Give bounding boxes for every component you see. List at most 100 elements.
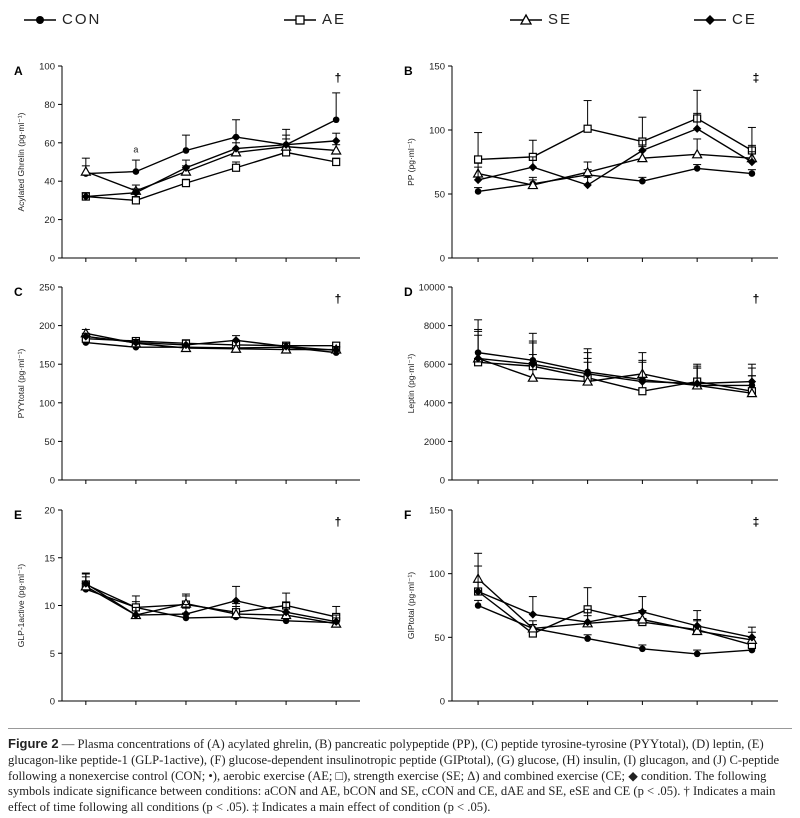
data-point [639,645,646,653]
data-point [80,165,92,176]
data-point [583,124,592,133]
filled-circle-icon [24,16,56,24]
y-axis-label: PP (pg·ml⁻¹) [406,138,416,186]
y-tick-label: 100 [429,569,445,580]
data-point [748,170,756,177]
panel-label: D [404,285,413,299]
data-point [693,650,701,658]
series-ce [81,573,341,626]
filled-diamond-icon [694,15,726,25]
y-tick-label: 20 [44,506,55,517]
data-point [332,157,341,167]
y-tick-label: 5 [50,649,55,660]
y-tick-label: 0 [50,476,55,487]
data-point [528,360,538,369]
data-point [747,377,757,386]
data-point [528,162,538,172]
series-line [477,590,753,639]
panel-e: 0 5 10 15 20 E GLP-1active (pg·ml⁻¹) † [14,506,360,708]
y-tick-label: 100 [429,126,445,137]
y-tick-label: 8000 [424,321,445,332]
data-point [527,371,539,382]
series-line [477,604,752,655]
data-point [746,387,758,398]
y-tick-label: 10 [44,601,55,612]
y-tick-label: 50 [434,633,445,644]
panel-a: 0 20 40 60 80 100 A Acylated Ghrelin (pg·ml⁻¹) †… [14,62,360,265]
series-se [80,138,342,195]
data-point [583,369,592,379]
panel-label: F [404,508,411,522]
significance-symbol: † [753,292,760,306]
series-ae [473,89,757,164]
legend-label: CE [732,11,757,28]
panel-f: 0 50 100 150 F GIPtotal (pg·ml⁻¹) ‡ [404,506,778,708]
data-point [582,166,594,177]
series-ce [473,552,757,642]
y-tick-label: 15 [44,553,55,564]
data-point [81,579,91,588]
series-ce [81,132,341,201]
data-point [692,124,702,133]
y-tick-label: 20 [44,215,55,226]
series-line [85,145,337,192]
series-line [477,153,752,186]
caption-divider [8,728,792,729]
series-line [85,119,337,175]
series-ce [473,330,757,388]
caption-text: — Plasma concentrations of (A) acylated … [8,737,780,815]
y-tick-label: 0 [50,254,55,265]
data-point [747,157,757,167]
series-line [85,341,337,354]
y-tick-label: 200 [39,321,55,332]
y-axis-label: Acylated Ghrelin (pg·ml⁻¹) [16,112,26,211]
data-point [692,379,702,388]
y-tick-label: 100 [39,62,55,73]
data-point [131,610,141,620]
y-tick-label: 250 [39,283,55,294]
y-tick-label: 150 [429,506,445,517]
y-tick-label: 10000 [419,283,445,294]
series-se [472,565,758,644]
data-point [132,168,140,175]
y-tick-label: 60 [44,138,55,149]
data-point [583,617,592,627]
data-point [582,375,594,386]
data-point [231,144,241,153]
y-axis-label: PYYtotal (pg·ml⁻¹) [16,348,26,418]
legend-label: AE [322,11,347,28]
data-point [692,621,702,631]
y-tick-label: 50 [434,190,445,201]
data-point [747,633,757,642]
series-line [477,578,753,641]
data-point [231,596,241,605]
data-point [636,152,648,163]
data-point [473,175,483,185]
series-ae [473,580,757,650]
series-line [85,151,337,202]
data-point [281,140,291,149]
data-point [473,587,483,596]
data-point [527,622,539,633]
data-point [528,610,538,619]
open-square-icon [284,15,316,25]
significance-symbol: † [335,515,342,529]
legend-label: SE [548,11,573,28]
series-line [477,590,753,646]
data-point [131,338,141,347]
data-point [231,336,241,345]
data-point [331,617,341,626]
data-point [584,635,591,642]
y-tick-label: 0 [440,476,445,487]
y-tick-label: 6000 [424,360,445,371]
data-point [691,148,703,159]
y-tick-label: 80 [44,100,55,111]
data-point [230,608,242,619]
panel-label: B [404,64,413,78]
data-point [131,188,141,197]
data-point [181,340,191,350]
data-point [81,192,91,201]
data-point [182,147,190,154]
data-point [583,180,592,190]
